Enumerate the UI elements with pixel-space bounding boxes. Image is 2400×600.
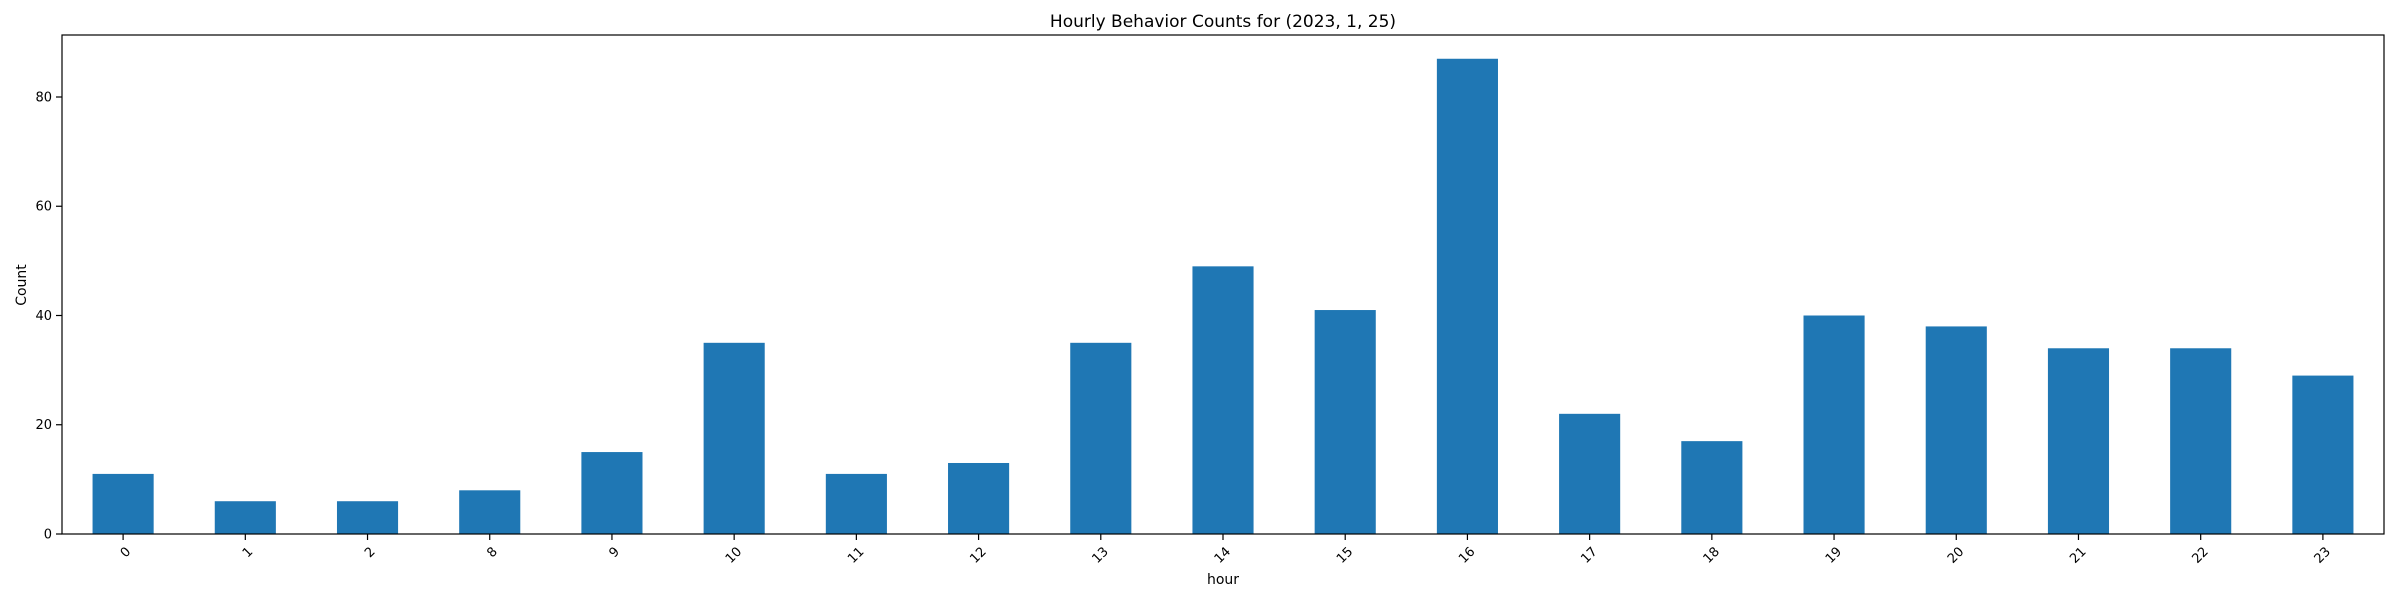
- x-tick-label: 19: [1823, 544, 1845, 566]
- bar-hour-21: [2047, 348, 2110, 534]
- bar-hour-1: [214, 501, 276, 534]
- bar-hour-8: [459, 490, 521, 534]
- x-tick-label: 23: [2312, 544, 2334, 566]
- x-tick-label: 9: [607, 544, 623, 560]
- bar-hour-14: [1192, 266, 1254, 534]
- bar-hour-9: [581, 452, 643, 534]
- x-tick-label: 14: [1212, 544, 1234, 566]
- bar-hour-16: [1436, 58, 1498, 534]
- x-axis: 0 1 2 8 9 10 11 12 13 14 15 16 17 18 19 20 21 22 23: [118, 534, 2334, 567]
- bar-hour-13: [1070, 342, 1132, 534]
- x-tick-label: 21: [2067, 544, 2089, 566]
- x-tick-label: 11: [845, 544, 867, 566]
- x-tick-label: 20: [1945, 544, 1967, 566]
- x-tick-label: 0: [118, 544, 134, 560]
- bar-hour-22: [2170, 348, 2232, 534]
- bar-hour-10: [703, 342, 765, 534]
- y-tick-label: 80: [35, 90, 52, 105]
- bar-hour-23: [2292, 375, 2354, 534]
- x-tick-label: 16: [1456, 544, 1478, 566]
- bar-hour-12: [948, 462, 1010, 534]
- y-tick-label: 0: [44, 528, 52, 543]
- x-tick-label: 12: [967, 544, 989, 566]
- x-axis-label: hour: [1207, 572, 1239, 588]
- chart-title: Hourly Behavior Counts for (2023, 1, 25): [1050, 12, 1396, 32]
- x-tick-label: 15: [1334, 544, 1356, 566]
- x-tick-label: 13: [1090, 544, 1112, 566]
- x-tick-label: 18: [1701, 544, 1723, 566]
- bar-hour-0: [92, 473, 154, 534]
- x-tick-label: 22: [2189, 544, 2211, 566]
- x-tick-label: 17: [1578, 544, 1600, 566]
- bar-hour-17: [1559, 413, 1621, 534]
- bar-hour-15: [1314, 310, 1376, 534]
- y-axis-label: Count: [14, 264, 30, 306]
- x-tick-label: 8: [484, 544, 500, 560]
- bar-hour-2: [336, 501, 399, 534]
- x-tick-label: 1: [240, 544, 256, 560]
- x-tick-label: 2: [362, 544, 378, 560]
- bar-hour-11: [825, 473, 887, 534]
- y-tick-label: 60: [35, 200, 52, 215]
- y-tick-label: 40: [35, 309, 52, 324]
- y-tick-label: 20: [35, 418, 52, 433]
- x-tick-label: 10: [723, 544, 745, 566]
- y-axis: 0 20 40 60 80: [35, 90, 62, 543]
- bar-hour-20: [1925, 326, 1987, 534]
- bars-layer: [92, 58, 2354, 534]
- bar-hour-19: [1803, 315, 1865, 534]
- bar-hour-18: [1681, 441, 1743, 534]
